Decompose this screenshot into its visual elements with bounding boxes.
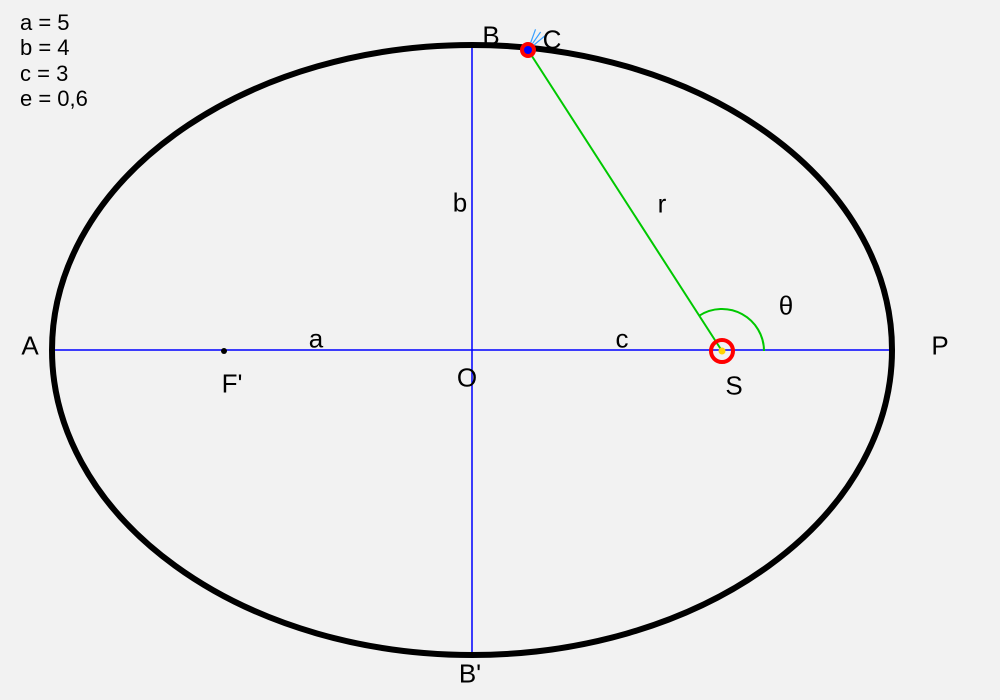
label-O: O	[457, 363, 477, 394]
label-c: c	[616, 324, 629, 355]
diagram-svg	[0, 0, 1000, 700]
label-B: B	[482, 21, 499, 52]
label-A: A	[21, 331, 38, 362]
label-b: b	[453, 188, 467, 219]
label-P: P	[931, 331, 948, 362]
param-a: a = 5	[20, 10, 88, 35]
param-b: b = 4	[20, 35, 88, 60]
param-e: e = 0,6	[20, 86, 88, 111]
ellipse-diagram: a = 5 b = 4 c = 3 e = 0,6 A P B C B' O F…	[0, 0, 1000, 700]
label-S: S	[725, 371, 742, 402]
label-r: r	[658, 189, 667, 220]
label-theta: θ	[779, 291, 793, 322]
label-B-prime: B'	[459, 659, 481, 690]
label-a: a	[309, 324, 323, 355]
label-C: C	[543, 25, 562, 56]
parameter-list: a = 5 b = 4 c = 3 e = 0,6	[20, 10, 88, 111]
label-F-prime: F'	[222, 369, 243, 400]
param-c: c = 3	[20, 61, 88, 86]
